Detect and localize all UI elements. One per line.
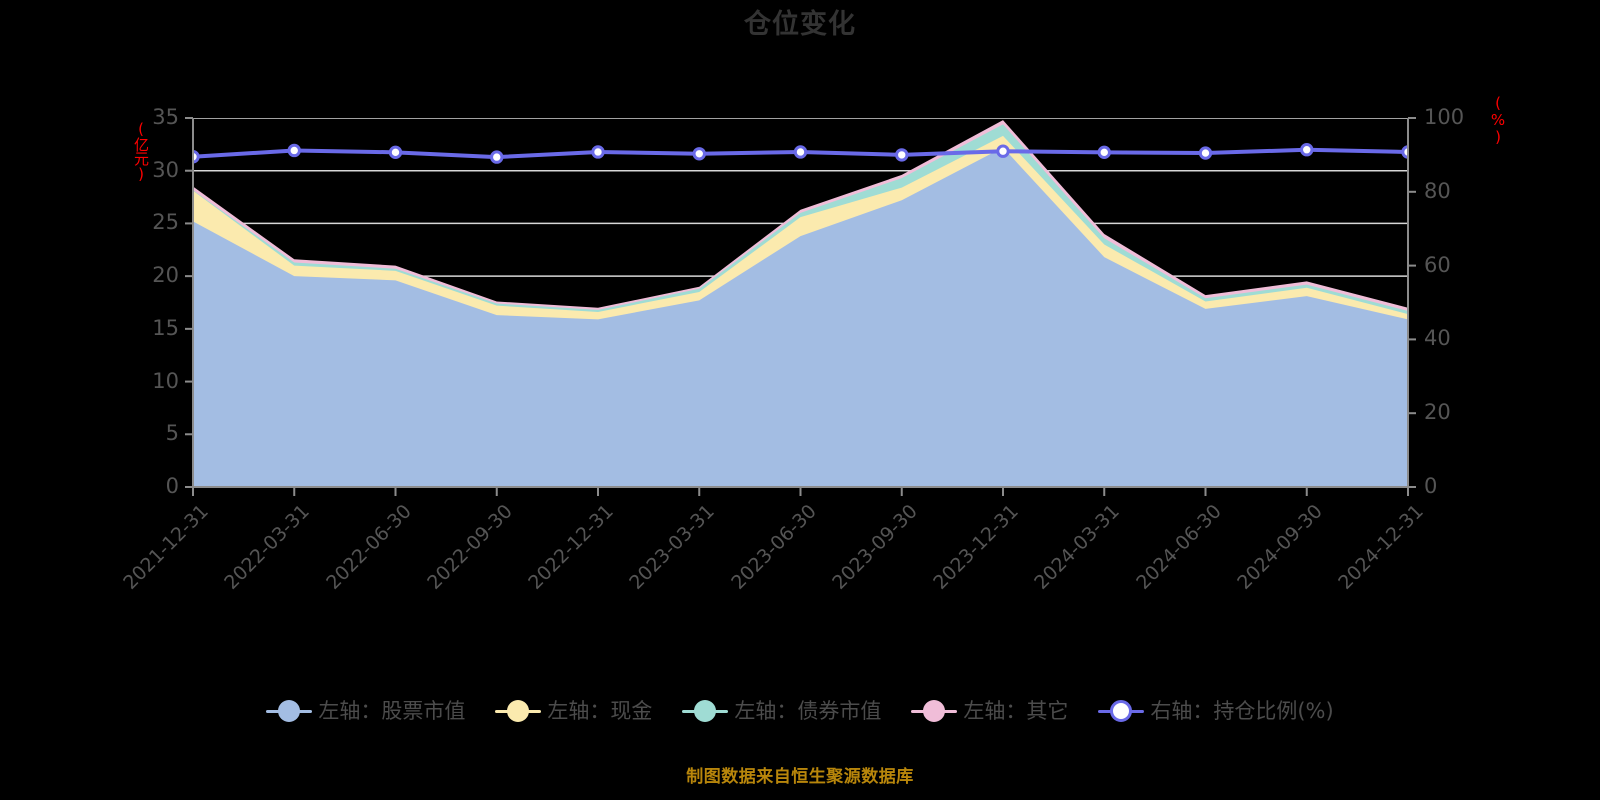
data-point-marker[interactable]	[289, 145, 299, 155]
legend-item[interactable]: 左轴：股票市值	[266, 700, 465, 722]
data-point-marker[interactable]	[390, 147, 400, 157]
left-axis-tick-label: 20	[152, 263, 179, 288]
data-point-marker[interactable]	[593, 147, 603, 157]
left-axis-unit-label: (亿元)	[132, 120, 150, 182]
data-point-marker[interactable]	[1403, 147, 1408, 157]
legend-label: 左轴：股票市值	[318, 699, 466, 723]
left-axis-tick-label: 15	[152, 315, 179, 340]
legend-item[interactable]: 右轴：持仓比例(%)	[1098, 699, 1334, 723]
legend-dot	[507, 700, 530, 722]
data-point-marker[interactable]	[193, 152, 198, 162]
right-axis-tick-label: 20	[1424, 400, 1451, 425]
left-axis-tick-label: 35	[152, 105, 179, 129]
data-point-marker[interactable]	[492, 152, 502, 162]
left-axis-tick-label: 30	[152, 157, 179, 182]
legend-label: 左轴：现金	[547, 699, 653, 723]
legend-label: 左轴：债券市值	[734, 699, 882, 723]
plot-area	[193, 118, 1408, 487]
legend-label: 左轴：其它	[963, 699, 1069, 723]
data-point-marker[interactable]	[897, 150, 907, 160]
legend-marker-icon	[1098, 700, 1145, 722]
left-axis-tick-label: 0	[165, 474, 179, 498]
area-series-0	[193, 147, 1408, 487]
legend-dot	[694, 700, 717, 722]
chart-title: 仓位变化	[744, 9, 856, 40]
legend-item[interactable]: 左轴：债券市值	[682, 700, 881, 722]
legend-marker-icon	[682, 700, 729, 722]
left-axis-tick-label: 10	[152, 368, 179, 393]
legend-dot	[923, 700, 946, 722]
right-axis-tick-label: 100	[1424, 105, 1465, 129]
right-axis-tick-label: 60	[1424, 252, 1451, 277]
data-point-marker[interactable]	[1302, 145, 1312, 155]
footer-source-note: 制图数据来自恒生聚源数据库	[686, 767, 914, 787]
right-axis-unit-label: (%)	[1489, 94, 1507, 145]
data-point-marker[interactable]	[998, 146, 1008, 156]
left-axis-tick-label: 25	[152, 210, 179, 235]
data-point-marker[interactable]	[1200, 148, 1210, 158]
right-axis-tick-label: 80	[1424, 178, 1451, 203]
data-point-marker[interactable]	[795, 147, 805, 157]
legend-item[interactable]: 左轴：现金	[495, 700, 652, 722]
left-axis-tick-label: 5	[165, 421, 179, 446]
legend-marker-icon	[911, 700, 958, 722]
data-point-marker[interactable]	[694, 149, 704, 159]
legend-label: 右轴：持仓比例(%)	[1150, 699, 1334, 723]
chart-plot-svg	[193, 118, 1408, 487]
data-point-marker[interactable]	[1099, 147, 1109, 157]
right-axis-tick-label: 0	[1424, 474, 1438, 498]
chart-legend: 左轴：股票市值 左轴：现金 左轴：债券市值 左轴：其它 右轴：持仓比例(%)	[0, 700, 1600, 722]
legend-dot	[1110, 700, 1133, 722]
legend-item[interactable]: 左轴：其它	[911, 700, 1068, 722]
legend-marker-icon	[266, 700, 313, 722]
legend-dot	[278, 700, 301, 722]
right-axis-tick-label: 40	[1424, 326, 1451, 351]
legend-marker-icon	[495, 700, 542, 722]
